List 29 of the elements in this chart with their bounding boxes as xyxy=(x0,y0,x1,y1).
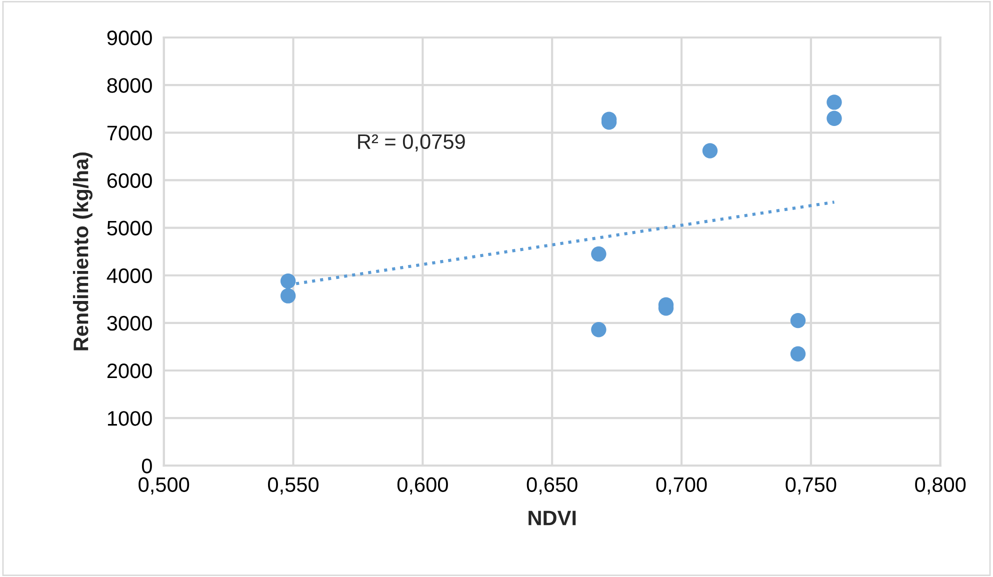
y-tick-label: 3000 xyxy=(107,316,152,331)
point xyxy=(826,94,842,110)
point xyxy=(790,312,806,328)
y-tick-label: 0 xyxy=(142,458,152,474)
x-tick-label: 0,750 xyxy=(786,477,836,495)
x-tick-label: 0,700 xyxy=(656,477,707,495)
x-tick-label: 0,600 xyxy=(397,477,448,495)
x-tick-label: 0,500 xyxy=(138,477,190,495)
point xyxy=(591,246,606,262)
point xyxy=(280,288,296,304)
y-tick-label: 7000 xyxy=(107,126,152,140)
y-tick-label: 5000 xyxy=(107,220,152,236)
y-tick-label: 1000 xyxy=(108,411,152,426)
y-tick-label: 9000 xyxy=(107,30,152,46)
x-axis-title: NDVI xyxy=(528,510,576,526)
y-tick-label: 2000 xyxy=(107,364,152,378)
x-tick-label: 0,550 xyxy=(268,477,319,495)
point xyxy=(790,346,806,362)
y-tick-label: 6000 xyxy=(107,173,152,188)
point xyxy=(702,143,718,158)
point xyxy=(591,322,606,338)
point xyxy=(826,110,842,126)
annotation: R² = 0,0759 xyxy=(358,134,465,152)
y-axis-title: Rendimiento (kg/ha) xyxy=(72,152,93,350)
x-tick-label: 0,800 xyxy=(915,477,966,495)
x-tick-label: 0,650 xyxy=(526,477,578,495)
y-tick-label: 4000 xyxy=(106,268,152,284)
y-tick-label: 8000 xyxy=(107,78,152,93)
point xyxy=(280,273,296,289)
